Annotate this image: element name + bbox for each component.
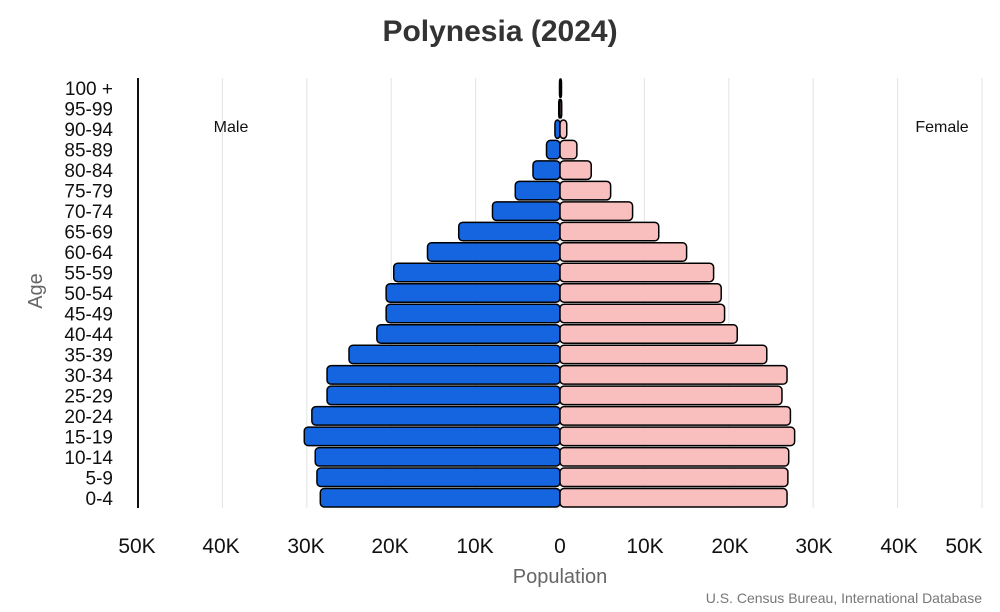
x-tick-label: 30K [795, 535, 832, 558]
female-bar-35-39 [559, 344, 768, 365]
y-tick-label: 65-69 [64, 223, 113, 244]
y-tick-label: 60-64 [64, 243, 113, 264]
female-bar-100 [559, 78, 563, 99]
male-bar-50-54 [385, 283, 561, 303]
male-bar-90-94 [554, 119, 561, 140]
y-tick-label: 40-44 [64, 325, 113, 346]
male-bar-70-74 [491, 201, 561, 222]
female-bar-50-54 [559, 283, 722, 303]
male-bar-15-19 [303, 426, 561, 447]
y-tick-label: 95-99 [64, 100, 113, 121]
x-tick-label: 50K [945, 535, 982, 558]
y-tick-labels: 0-45-910-1415-1920-2425-2930-3435-3940-4… [64, 79, 113, 510]
y-tick-label: 5-9 [86, 468, 113, 489]
male-bar-65-69 [457, 221, 561, 242]
y-tick-label: 45-49 [64, 304, 113, 325]
x-tick-label: 40K [880, 535, 917, 558]
y-tick-label: 20-24 [64, 407, 113, 428]
female-bar-20-24 [559, 405, 792, 426]
y-tick-label: 75-79 [64, 182, 113, 203]
chart-title: Polynesia (2024) [382, 15, 617, 48]
y-tick-label: 50-54 [64, 284, 113, 305]
x-tick-label: 20K [371, 535, 408, 558]
female-bar-55-59 [559, 262, 715, 283]
y-tick-label: 55-59 [64, 264, 113, 285]
y-axis-title: Age [25, 273, 47, 309]
y-tick-label: 80-84 [64, 161, 113, 182]
female-bar-60-64 [559, 242, 688, 263]
y-tick-label: 15-19 [64, 427, 113, 448]
female-bar-65-69 [559, 221, 660, 242]
y-tick-label: 100 + [65, 79, 113, 100]
male-bar-40-44 [376, 323, 561, 344]
female-bar-25-29 [559, 385, 783, 406]
male-bars [303, 78, 562, 508]
y-tick-label: 10-14 [64, 448, 113, 469]
female-bar-45-49 [559, 303, 726, 324]
x-tick-label: 10K [626, 535, 663, 558]
male-bar-30-34 [326, 364, 561, 385]
y-tick-label: 35-39 [64, 345, 113, 366]
female-bar-5-9 [559, 467, 789, 488]
y-tick-label: 70-74 [64, 202, 113, 223]
x-tick-label: 50K [118, 535, 155, 558]
x-tick-label: 0 [554, 535, 566, 558]
male-bar-75-79 [514, 180, 561, 201]
female-label: Female [915, 119, 968, 136]
male-bar-45-49 [385, 303, 561, 324]
female-bar-80-84 [559, 160, 592, 181]
male-bar-80-84 [532, 160, 561, 181]
female-bar-0-4 [559, 487, 788, 508]
female-bar-75-79 [559, 180, 612, 201]
female-bar-70-74 [559, 201, 634, 222]
male-bar-55-59 [392, 262, 561, 283]
y-tick-label: 30-34 [64, 366, 113, 387]
y-tick-label: 25-29 [64, 386, 113, 407]
y-tick-label: 0-4 [86, 489, 114, 510]
x-tick-label: 30K [287, 535, 324, 558]
female-bar-85-89 [559, 139, 578, 160]
female-bar-95-99 [559, 98, 563, 119]
male-bar-0-4 [319, 487, 561, 508]
male-bar-20-24 [311, 405, 561, 426]
female-bar-90-94 [559, 119, 568, 140]
male-bar-85-89 [545, 139, 561, 160]
x-tick-labels: 50K 40K 30K 20K 10K 0 10K 20K 30K 40K 50K [118, 535, 982, 558]
source-note: U.S. Census Bureau, International Databa… [706, 590, 982, 606]
male-bar-5-9 [316, 467, 561, 488]
y-tick-label: 90-94 [64, 120, 113, 141]
male-bar-60-64 [426, 242, 561, 263]
male-bar-25-29 [326, 385, 561, 406]
female-bars [559, 78, 796, 508]
male-label: Male [214, 119, 249, 136]
x-tick-label: 40K [202, 535, 239, 558]
y-tick-label: 85-89 [64, 141, 113, 162]
female-bar-15-19 [559, 426, 796, 447]
x-axis-title: Population [513, 566, 608, 588]
x-tick-label: 10K [456, 535, 493, 558]
x-tick-label: 20K [711, 535, 748, 558]
female-bar-30-34 [559, 364, 788, 385]
female-bar-10-14 [559, 446, 790, 467]
female-bar-40-44 [559, 323, 738, 344]
male-bar-35-39 [348, 344, 561, 365]
male-bar-10-14 [314, 446, 561, 467]
